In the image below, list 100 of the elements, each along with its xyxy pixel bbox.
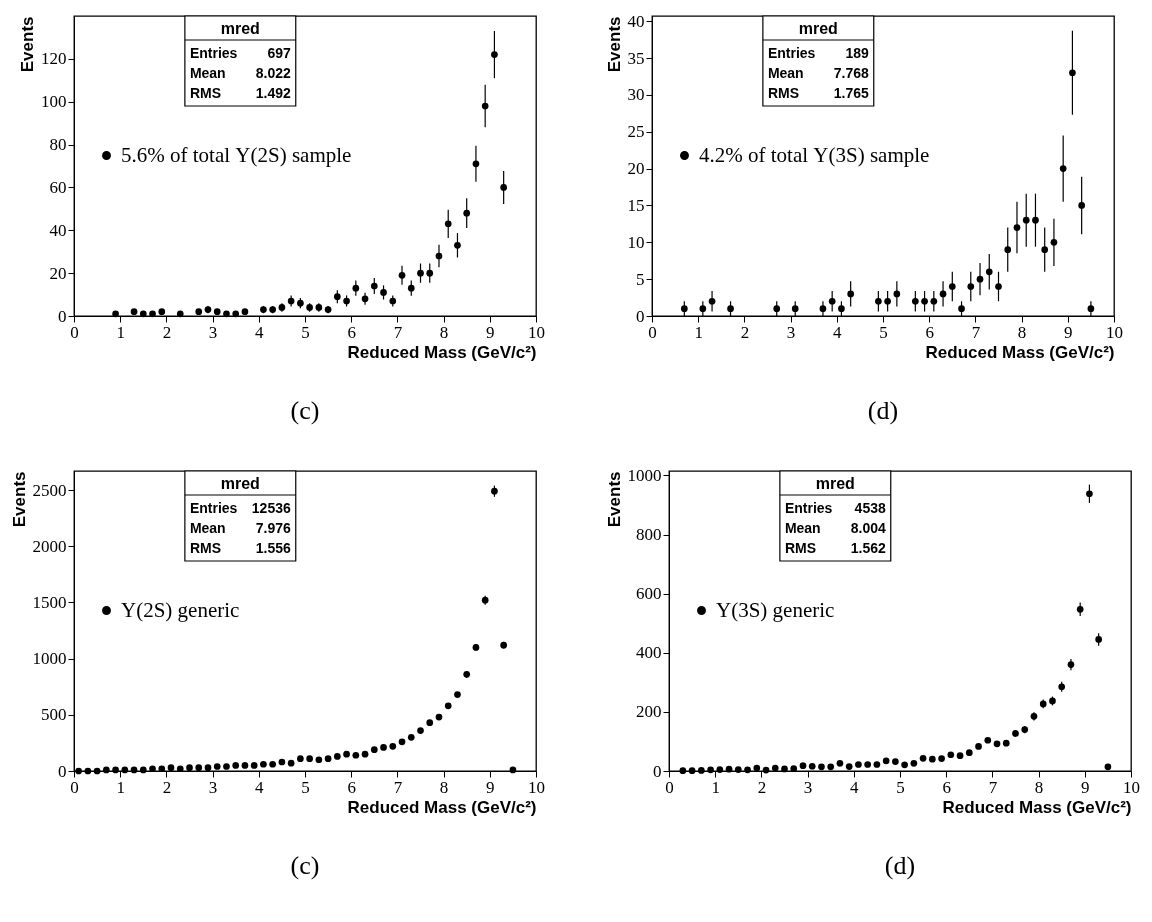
legend-label: Υ(2S) generic (121, 597, 240, 622)
x-tick-label: 8 (1017, 322, 1027, 342)
annotation: 12536 (251, 500, 291, 516)
x-tick-label: 10 (528, 777, 545, 797)
annotation: Mean (767, 65, 804, 81)
x-tick-label: 3 (786, 322, 796, 342)
x-tick-label: 6 (942, 777, 951, 797)
x-tick-label: 5 (879, 322, 888, 342)
x-tick-label: 1 (694, 322, 703, 342)
annotation: 1.562 (850, 540, 886, 556)
x-tick-label: 2 (740, 322, 750, 342)
x-tick-label: 9 (486, 777, 495, 797)
x-tick-label: 10 (1106, 322, 1123, 342)
x-tick-label: 4 (255, 777, 265, 797)
x-axis-title: Reduced Mass (GeV/c²) (347, 797, 537, 817)
x-tick-label: 4 (833, 322, 843, 342)
annotation: 8.004 (850, 520, 886, 536)
x-tick-label: 9 (486, 322, 495, 342)
y-tick-label: 0 (58, 306, 67, 326)
y-tick-label: 1000 (32, 649, 67, 669)
y-tick-label: 20 (49, 263, 67, 283)
text: (c) (290, 851, 320, 880)
x-tick-label: 10 (1123, 777, 1140, 797)
annotation: 8.022 (255, 65, 291, 81)
annotation: mred (798, 20, 838, 37)
x-tick-label: 7 (988, 777, 998, 797)
x-axis-title: Reduced Mass (GeV/c²) (942, 797, 1132, 817)
y-tick-label: 2500 (32, 480, 67, 500)
annotation: Entries (767, 45, 816, 61)
annotation: 4538 (854, 500, 886, 516)
y-tick-label: 0 (636, 306, 645, 326)
y-tick-label: 60 (49, 177, 67, 197)
annotation: 1.556 (255, 540, 291, 556)
x-tick-label: 4 (850, 777, 860, 797)
y-tick-label: 0 (653, 761, 662, 781)
annotation: 697 (267, 45, 291, 61)
y-axis-title: Events (604, 471, 624, 528)
annotation: mred (220, 20, 260, 37)
y-tick-label: 30 (627, 85, 645, 105)
x-tick-label: 1 (116, 777, 125, 797)
y-tick-label: 120 (41, 49, 67, 69)
y-tick-label: 200 (636, 702, 662, 722)
y-tick-label: 1000 (627, 465, 662, 485)
annotation: 1.765 (833, 85, 869, 101)
annotation: Entries (189, 500, 238, 516)
text: (d) (867, 396, 899, 425)
x-tick-label: 8 (439, 322, 449, 342)
y-tick-label: 80 (49, 135, 67, 155)
y-tick-label: 800 (636, 525, 662, 545)
x-tick-label: 2 (162, 322, 172, 342)
legend-label: Υ(3S) generic (716, 597, 835, 622)
annotation: RMS (784, 540, 817, 556)
x-tick-label: 1 (711, 777, 720, 797)
x-tick-label: 9 (1081, 777, 1090, 797)
x-axis-title: Reduced Mass (GeV/c²) (347, 342, 537, 362)
y-tick-label: 40 (627, 11, 645, 31)
annotation: 7.768 (833, 65, 869, 81)
annotation: Mean (189, 520, 226, 536)
y-tick-label: 15 (627, 195, 645, 215)
x-tick-label: 5 (896, 777, 905, 797)
y-tick-label: 25 (627, 122, 645, 142)
x-tick-label: 9 (1064, 322, 1073, 342)
text: (d) (884, 851, 916, 880)
x-tick-label: 5 (301, 777, 310, 797)
annotation: Entries (189, 45, 238, 61)
x-tick-label: 10 (528, 322, 545, 342)
annotation: Mean (189, 65, 226, 81)
y-tick-label: 400 (636, 643, 662, 663)
x-tick-label: 6 (347, 777, 356, 797)
x-axis-title: Reduced Mass (GeV/c²) (925, 342, 1115, 362)
y-axis-title: Events (9, 471, 29, 528)
annotation: 1.492 (255, 85, 291, 101)
annotation: Mean (784, 520, 821, 536)
y-axis-title: Events (18, 16, 37, 73)
y-tick-label: 1500 (32, 592, 67, 612)
y-tick-label: 2000 (32, 536, 67, 556)
x-tick-label: 2 (162, 777, 172, 797)
annotation: RMS (767, 85, 800, 101)
y-tick-label: 600 (636, 584, 662, 604)
annotation: RMS (189, 85, 222, 101)
y-tick-label: 500 (41, 705, 67, 725)
x-tick-label: 6 (347, 322, 356, 342)
y-tick-label: 20 (627, 159, 645, 179)
legend-label: 5.6% of total Υ(2S) sample (121, 142, 352, 167)
x-tick-label: 3 (208, 777, 218, 797)
x-tick-label: 8 (1034, 777, 1044, 797)
x-tick-label: 7 (393, 777, 403, 797)
legend-label: 4.2% of total Υ(3S) sample (699, 142, 930, 167)
y-tick-label: 0 (58, 761, 67, 781)
annotation: RMS (189, 540, 222, 556)
annotation: Entries (784, 500, 833, 516)
x-tick-label: 7 (393, 322, 403, 342)
y-tick-label: 40 (49, 220, 67, 240)
x-tick-label: 6 (925, 322, 934, 342)
x-tick-label: 1 (116, 322, 125, 342)
x-tick-label: 5 (301, 322, 310, 342)
text: (c) (290, 396, 320, 425)
y-tick-label: 10 (627, 232, 645, 252)
x-tick-label: 2 (757, 777, 767, 797)
y-axis-title: Events (604, 16, 624, 73)
